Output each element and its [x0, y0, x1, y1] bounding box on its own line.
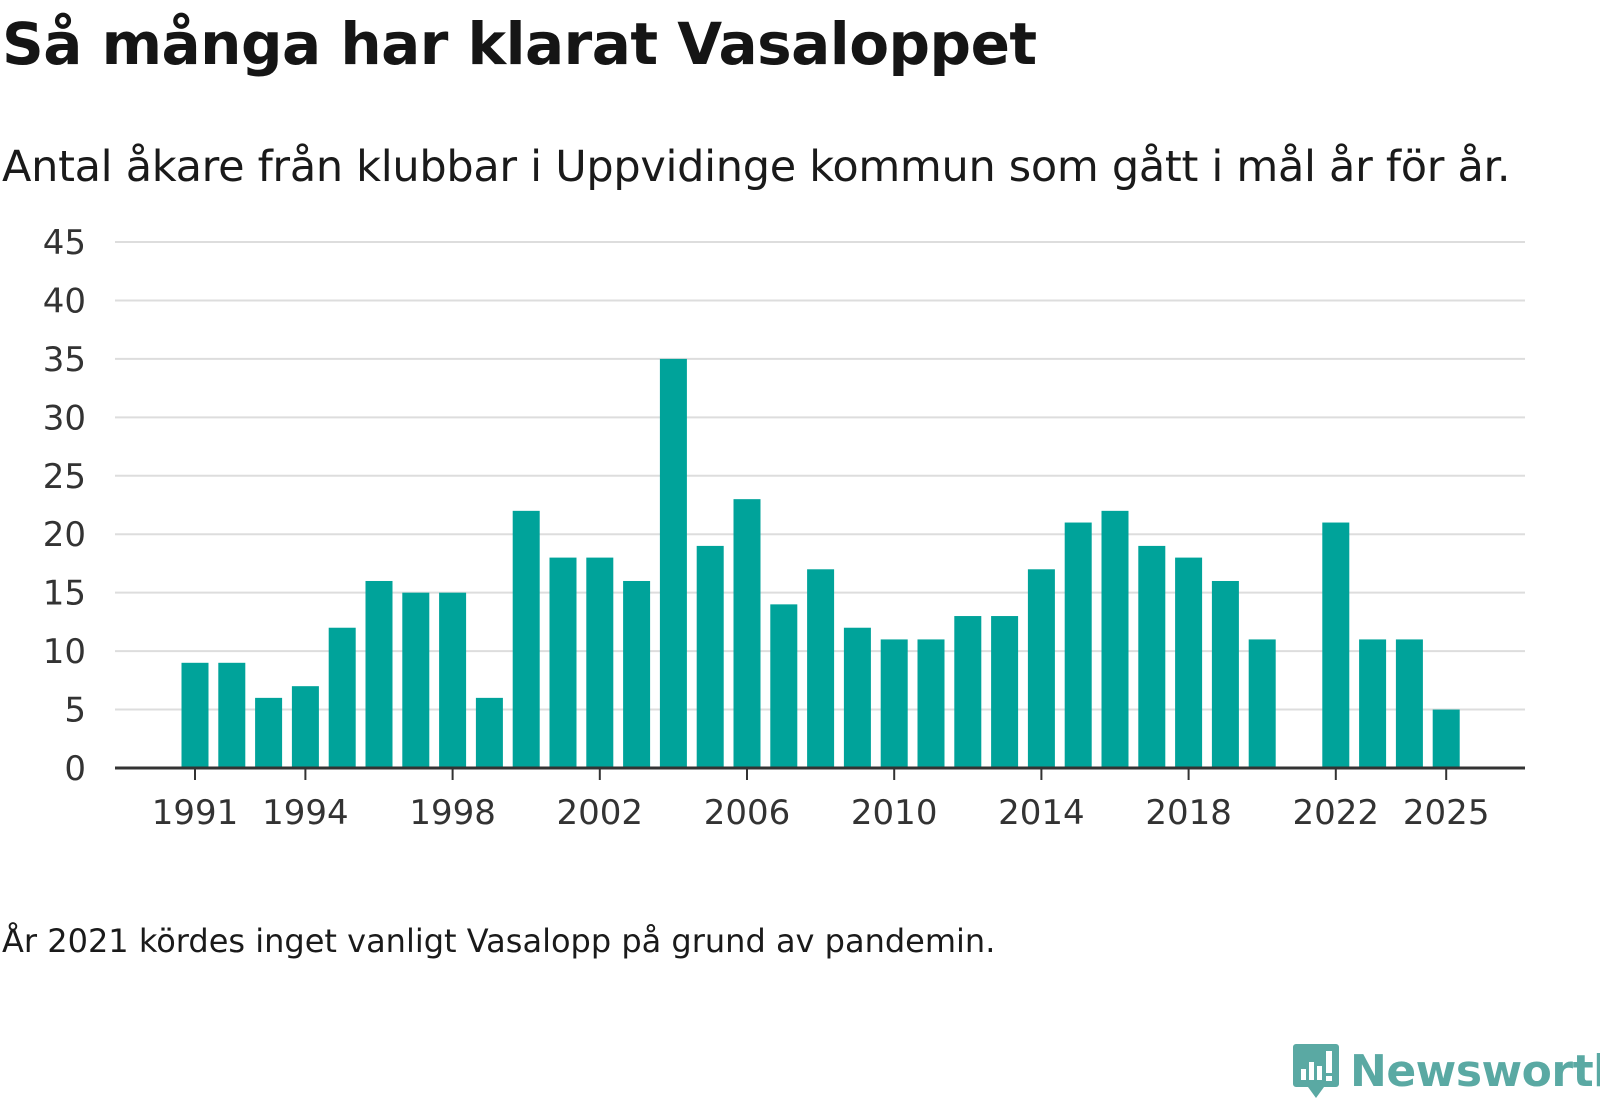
x-tick-label: 2006 — [704, 793, 791, 833]
y-tick-label: 25 — [43, 457, 86, 497]
x-tick-label: 2010 — [851, 793, 938, 833]
y-axis-ticks: 0 5 10 15 20 25 30 35 40 45 — [43, 223, 86, 789]
bar-2017 — [1138, 545, 1166, 768]
bar-1999 — [475, 697, 503, 768]
y-tick-label: 5 — [64, 691, 86, 731]
y-tick-label: 10 — [43, 632, 86, 672]
y-tick-label: 40 — [43, 281, 86, 321]
bar-2008 — [807, 569, 835, 768]
bar-2000 — [512, 510, 540, 768]
bar-2004 — [659, 358, 687, 768]
bar-2011 — [917, 639, 945, 768]
x-tick-label: 2014 — [998, 793, 1085, 833]
bar-2018 — [1175, 557, 1203, 768]
bar-2025 — [1432, 709, 1460, 768]
x-tick-label: 2025 — [1403, 793, 1490, 833]
x-tick-label: 2022 — [1293, 793, 1380, 833]
bar-2003 — [623, 580, 651, 768]
bar-2020 — [1248, 639, 1276, 768]
x-tick-label: 2002 — [557, 793, 644, 833]
bar-1992 — [218, 662, 246, 768]
bar-2001 — [549, 557, 577, 768]
bar-1998 — [439, 592, 467, 768]
bar-2023 — [1359, 639, 1387, 768]
bar-2015 — [1064, 522, 1092, 768]
chart-subtitle: Antal åkare från klubbar i Uppvidinge ko… — [2, 142, 1511, 192]
y-tick-label: 0 — [64, 749, 86, 789]
brand-name: Newsworthy — [1350, 1045, 1600, 1097]
brand-logo: Newsworthy — [1292, 1042, 1600, 1100]
bar-2022 — [1322, 522, 1350, 768]
bar-2009 — [843, 627, 871, 768]
chart-title: Så många har klarat Vasaloppet — [2, 10, 1037, 78]
bar-2019 — [1211, 580, 1239, 768]
bar-1994 — [291, 686, 319, 768]
bar-2010 — [880, 639, 908, 768]
footnote: År 2021 kördes inget vanligt Vasalopp på… — [2, 922, 996, 960]
bar-2006 — [733, 499, 761, 768]
y-tick-label: 15 — [43, 574, 86, 614]
y-tick-label: 45 — [43, 223, 86, 263]
x-tick-label: 1991 — [152, 793, 239, 833]
bars — [181, 358, 1460, 768]
x-tick-label: 2018 — [1145, 793, 1232, 833]
bar-2007 — [770, 604, 798, 768]
bar-2014 — [1027, 569, 1055, 768]
x-axis: 1991 1994 1998 2002 2006 2010 2014 2018 2022 2025 — [115, 766, 1525, 833]
bar-2016 — [1101, 510, 1129, 768]
bar-1993 — [255, 697, 283, 768]
x-tick-label: 1994 — [262, 793, 349, 833]
bar-2012 — [954, 616, 982, 768]
bar-2002 — [586, 557, 614, 768]
bar-1991 — [181, 662, 209, 768]
y-tick-label: 30 — [43, 398, 86, 438]
newsworthy-logo-icon — [1293, 1044, 1339, 1098]
y-tick-label: 35 — [43, 340, 86, 380]
bar-1995 — [328, 627, 356, 768]
x-tick-label: 1998 — [409, 793, 496, 833]
y-tick-label: 20 — [43, 515, 86, 555]
bar-2013 — [991, 616, 1019, 768]
bar-2024 — [1395, 639, 1423, 768]
bar-2005 — [696, 545, 724, 768]
bar-1997 — [402, 592, 430, 768]
bar-1996 — [365, 580, 393, 768]
